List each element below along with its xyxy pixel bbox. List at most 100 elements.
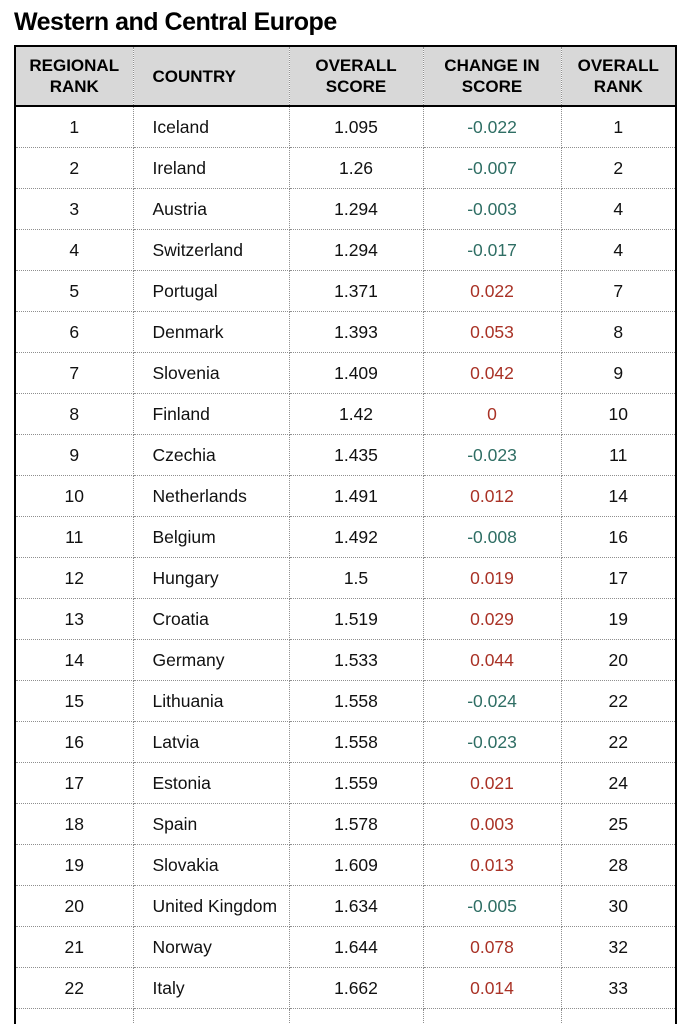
overall-score-cell: 1.409 [288, 352, 424, 394]
overall-rank-cell: 7 [560, 270, 677, 312]
regional-rank-cell: 11 [14, 516, 134, 558]
overall-rank-cell: 10 [560, 393, 677, 435]
overall-rank-cell: 11 [560, 434, 677, 476]
change-in-score-cell [422, 1008, 562, 1024]
change-in-score-cell: -0.008 [422, 516, 562, 558]
overall-rank-cell: 17 [560, 557, 677, 599]
overall-score-cell: 1.393 [288, 311, 424, 353]
regional-rank-cell: 20 [14, 885, 134, 927]
column-header-change-in-score: CHANGE IN SCORE [422, 45, 562, 107]
table-row: 14 Germany 1.533 0.044 20 [14, 639, 677, 681]
table-row: 12 Hungary 1.5 0.019 17 [14, 557, 677, 599]
overall-score-cell: 1.435 [288, 434, 424, 476]
regional-rank-cell: 15 [14, 680, 134, 722]
overall-rank-cell: 1 [560, 105, 677, 148]
change-in-score-cell: -0.022 [422, 105, 562, 148]
country-cell: Ireland [132, 147, 290, 189]
regional-rank-cell: 9 [14, 434, 134, 476]
country-cell: Spain [132, 803, 290, 845]
overall-rank-cell: 19 [560, 598, 677, 640]
regional-rank-cell: 21 [14, 926, 134, 968]
regional-rank-cell: 17 [14, 762, 134, 804]
table-row-partial [14, 1008, 677, 1024]
overall-rank-cell: 30 [560, 885, 677, 927]
regional-rank-cell: 7 [14, 352, 134, 394]
country-cell: Netherlands [132, 475, 290, 517]
table-header-row: REGIONAL RANK COUNTRY OVERALL SCORE CHAN… [14, 45, 677, 107]
change-in-score-cell: -0.017 [422, 229, 562, 271]
table-row: 17 Estonia 1.559 0.021 24 [14, 762, 677, 804]
overall-score-cell [288, 1008, 424, 1024]
table-row: 20 United Kingdom 1.634 -0.005 30 [14, 885, 677, 927]
regional-rank-cell: 5 [14, 270, 134, 312]
overall-score-cell: 1.26 [288, 147, 424, 189]
table-row: 7 Slovenia 1.409 0.042 9 [14, 352, 677, 394]
overall-score-cell: 1.095 [288, 105, 424, 148]
overall-score-cell: 1.371 [288, 270, 424, 312]
table-row: 22 Italy 1.662 0.014 33 [14, 967, 677, 1009]
overall-rank-cell: 16 [560, 516, 677, 558]
overall-score-cell: 1.559 [288, 762, 424, 804]
table-row: 1 Iceland 1.095 -0.022 1 [14, 105, 677, 148]
overall-rank-cell: 14 [560, 475, 677, 517]
regional-rank-cell: 22 [14, 967, 134, 1009]
regional-rank-cell: 12 [14, 557, 134, 599]
table-row: 15 Lithuania 1.558 -0.024 22 [14, 680, 677, 722]
change-in-score-cell: -0.007 [422, 147, 562, 189]
regional-rank-cell: 8 [14, 393, 134, 435]
change-in-score-cell: 0.013 [422, 844, 562, 886]
change-in-score-cell: 0.042 [422, 352, 562, 394]
table-row: 3 Austria 1.294 -0.003 4 [14, 188, 677, 230]
table-row: 13 Croatia 1.519 0.029 19 [14, 598, 677, 640]
country-cell: Croatia [132, 598, 290, 640]
change-in-score-cell: 0.022 [422, 270, 562, 312]
table-row: 2 Ireland 1.26 -0.007 2 [14, 147, 677, 189]
overall-rank-cell: 4 [560, 229, 677, 271]
table-row: 10 Netherlands 1.491 0.012 14 [14, 475, 677, 517]
overall-rank-cell: 32 [560, 926, 677, 968]
country-cell: Slovenia [132, 352, 290, 394]
overall-rank-cell: 28 [560, 844, 677, 886]
regional-rank-cell: 18 [14, 803, 134, 845]
regional-rank-cell: 10 [14, 475, 134, 517]
column-header-country: COUNTRY [132, 45, 290, 107]
regional-rank-cell: 6 [14, 311, 134, 353]
table-row: 11 Belgium 1.492 -0.008 16 [14, 516, 677, 558]
regional-rank-cell: 16 [14, 721, 134, 763]
overall-score-cell: 1.492 [288, 516, 424, 558]
country-cell: Norway [132, 926, 290, 968]
table-row: 21 Norway 1.644 0.078 32 [14, 926, 677, 968]
change-in-score-cell: -0.005 [422, 885, 562, 927]
peace-index-table: REGIONAL RANK COUNTRY OVERALL SCORE CHAN… [14, 45, 677, 1024]
change-in-score-cell: 0.003 [422, 803, 562, 845]
change-in-score-cell: 0.019 [422, 557, 562, 599]
change-in-score-cell: 0.029 [422, 598, 562, 640]
change-in-score-cell: 0.078 [422, 926, 562, 968]
column-header-overall-score: OVERALL SCORE [288, 45, 424, 107]
country-cell: Iceland [132, 105, 290, 148]
regional-rank-cell: 1 [14, 105, 134, 148]
country-cell: Slovakia [132, 844, 290, 886]
overall-score-cell: 1.533 [288, 639, 424, 681]
country-cell: Switzerland [132, 229, 290, 271]
page-title: Western and Central Europe [14, 8, 337, 36]
regional-rank-cell: 4 [14, 229, 134, 271]
overall-score-cell: 1.294 [288, 188, 424, 230]
country-cell [132, 1008, 290, 1024]
overall-rank-cell: 9 [560, 352, 677, 394]
country-cell: United Kingdom [132, 885, 290, 927]
change-in-score-cell: 0.014 [422, 967, 562, 1009]
overall-score-cell: 1.644 [288, 926, 424, 968]
overall-score-cell: 1.609 [288, 844, 424, 886]
country-cell: Lithuania [132, 680, 290, 722]
overall-score-cell: 1.558 [288, 680, 424, 722]
overall-rank-cell [560, 1008, 677, 1024]
regional-rank-cell: 14 [14, 639, 134, 681]
overall-rank-cell: 20 [560, 639, 677, 681]
table-row: 16 Latvia 1.558 -0.023 22 [14, 721, 677, 763]
country-cell: Denmark [132, 311, 290, 353]
country-cell: Portugal [132, 270, 290, 312]
country-cell: Latvia [132, 721, 290, 763]
regional-rank-cell: 3 [14, 188, 134, 230]
change-in-score-cell: 0.021 [422, 762, 562, 804]
